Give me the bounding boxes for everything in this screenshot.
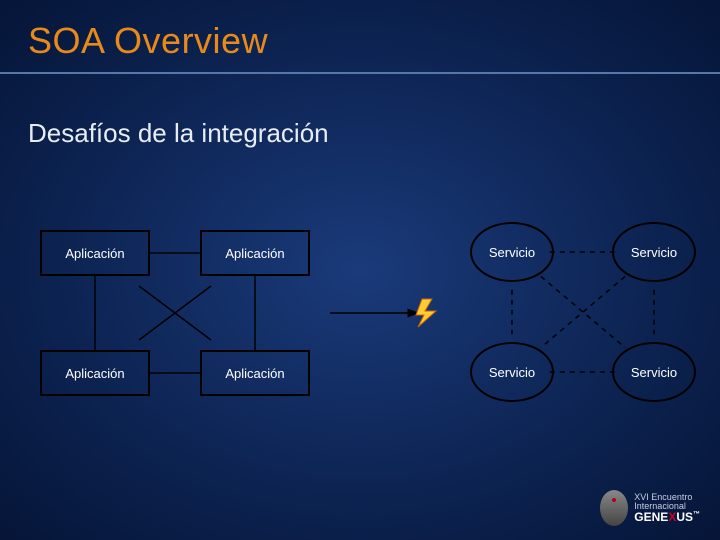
app-node: Aplicación bbox=[200, 230, 310, 276]
logo-brand: GENEXUS™ bbox=[634, 511, 700, 523]
title-underline bbox=[0, 72, 720, 74]
app-node: Aplicación bbox=[40, 230, 150, 276]
app-node: Aplicación bbox=[200, 350, 310, 396]
footer-logo: XVI Encuentro Internacional GENEXUS™ bbox=[600, 490, 700, 526]
service-node: Servicio bbox=[470, 222, 554, 282]
app-node: Aplicación bbox=[40, 350, 150, 396]
logo-brand-suffix: US bbox=[676, 510, 693, 524]
logo-brand-prefix: GENE bbox=[634, 510, 668, 524]
service-node: Servicio bbox=[470, 342, 554, 402]
logo-icon bbox=[600, 490, 628, 526]
service-node: Servicio bbox=[612, 222, 696, 282]
logo-text: XVI Encuentro Internacional GENEXUS™ bbox=[634, 493, 700, 523]
page-subtitle: Desafíos de la integración bbox=[28, 118, 329, 149]
diagram-area: Aplicación Aplicación Aplicación Aplicación… bbox=[0, 200, 720, 460]
page-title: SOA Overview bbox=[28, 20, 268, 62]
service-node: Servicio bbox=[612, 342, 696, 402]
